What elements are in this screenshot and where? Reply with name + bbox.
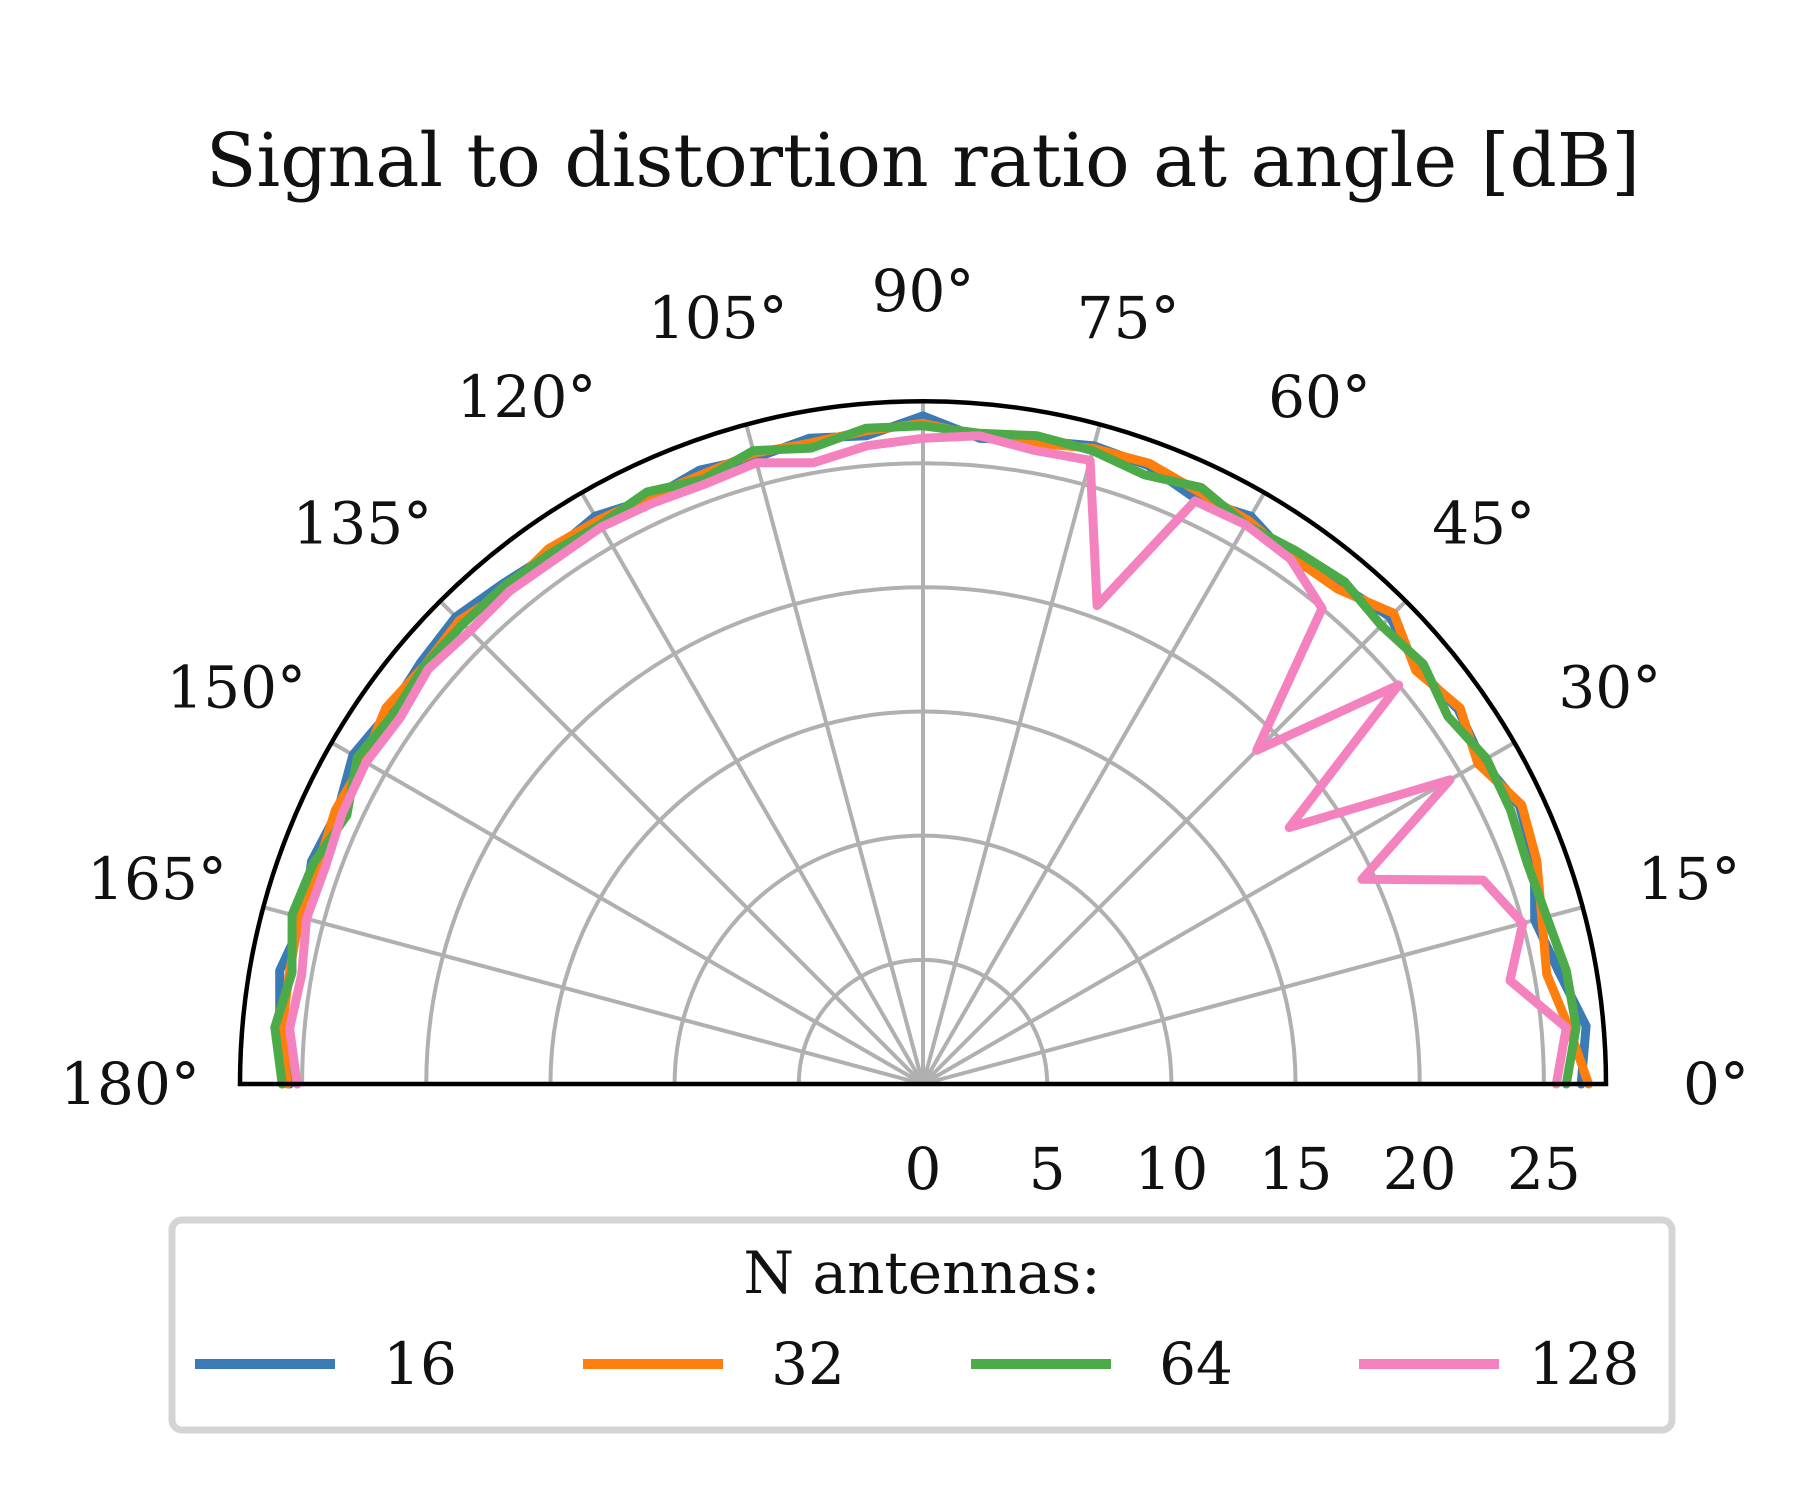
legend-label: 16 — [383, 1330, 457, 1398]
radial-tick-label: 5 — [1029, 1135, 1066, 1203]
angular-grid-line — [922, 740, 1516, 1086]
angular-grid-line — [921, 599, 1408, 1086]
radial-tick-label: 0 — [905, 1135, 942, 1203]
angle-tick-label: 45° — [1432, 489, 1535, 557]
angle-tick-label: 15° — [1638, 845, 1741, 913]
angle-tick-label: 75° — [1077, 284, 1180, 352]
angle-tick-label: 120° — [457, 363, 597, 431]
angle-tick-labels: 0° 15° 30° 45° 60° 75° 90° 105° 120° 135° 150° 165°… — [60, 257, 1749, 1118]
radial-tick-label: 10 — [1134, 1135, 1208, 1203]
angle-tick-label: 105° — [648, 284, 788, 352]
legend-title: N antennas: — [743, 1239, 1100, 1307]
angle-tick-label: 165° — [87, 845, 227, 913]
angle-tick-label: 90° — [872, 257, 975, 325]
data-series — [270, 411, 1594, 1089]
legend-label: 128 — [1529, 1330, 1640, 1398]
angular-grid-line — [922, 905, 1584, 1086]
angular-grid-line — [438, 599, 925, 1086]
angular-grid-line — [579, 491, 925, 1085]
angular-grid-line — [744, 423, 925, 1085]
series-line-16 — [275, 411, 1591, 1089]
angle-tick-label: 0° — [1683, 1050, 1749, 1118]
angular-grid-line — [330, 740, 924, 1086]
angular-grid-line — [262, 905, 924, 1086]
legend: N antennas: 16 32 64 128 — [168, 1216, 1676, 1434]
legend-label: 64 — [1159, 1330, 1233, 1398]
angle-tick-label: 135° — [292, 489, 432, 557]
angle-tick-label: 150° — [166, 654, 306, 722]
chart-title: Signal to distortion ratio at angle [dB] — [206, 118, 1640, 204]
radial-tick-label: 15 — [1259, 1135, 1333, 1203]
legend-box — [168, 1216, 1676, 1434]
angular-grid-line — [921, 491, 1267, 1085]
angle-tick-label: 180° — [60, 1050, 200, 1118]
legend-entries: 16 32 64 128 — [195, 1330, 1639, 1398]
angular-grid-line — [921, 423, 1102, 1085]
series-line-128 — [285, 431, 1571, 1089]
series-line-64 — [270, 421, 1581, 1089]
angle-tick-label: 60° — [1268, 363, 1371, 431]
polar-outline — [237, 398, 1609, 1087]
polar-grid — [240, 401, 1606, 1086]
radial-tick-label: 20 — [1383, 1135, 1457, 1203]
polar-frame — [237, 398, 1609, 1087]
radial-tick-labels: 0 5 10 15 20 25 — [905, 1135, 1581, 1203]
radial-tick-label: 25 — [1507, 1135, 1581, 1203]
angle-tick-label: 30° — [1558, 654, 1661, 722]
legend-label: 32 — [771, 1330, 845, 1398]
